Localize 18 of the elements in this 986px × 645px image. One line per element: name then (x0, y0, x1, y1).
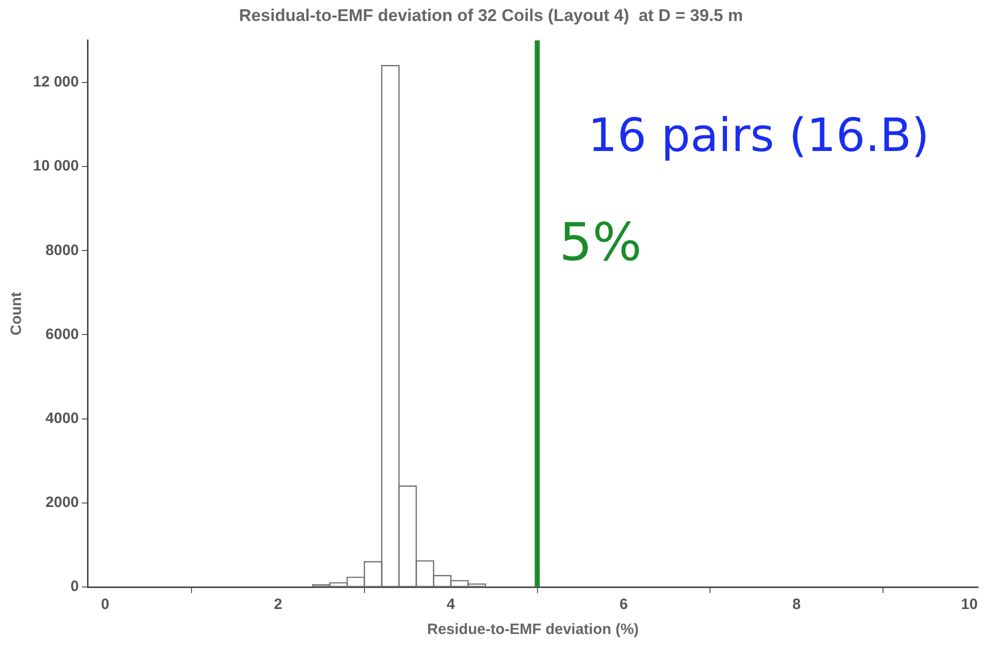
y-tick-label: 0 (70, 578, 79, 596)
y-tick-label: 10 000 (32, 158, 79, 175)
x-tick-label: 6 (620, 596, 628, 614)
x-tick-label: 0 (100, 596, 110, 614)
chart-title: Residual-to-EMF deviation of 32 Coils (Layout 4) at D = 39.5 m (239, 6, 743, 25)
y-tick-label: 12 000 (32, 74, 79, 91)
ref-line-label: 5% (559, 212, 642, 273)
x-tick-label: 10 (961, 596, 978, 614)
annotation: 16 pairs (16.B) (588, 108, 930, 162)
x-tick-label: 4 (446, 596, 456, 614)
y-tick-label: 8000 (46, 242, 79, 259)
y-tick-label: 2000 (46, 494, 79, 512)
x-tick-label: 8 (792, 596, 801, 614)
y-tick-label: 4000 (46, 410, 79, 427)
y-axis-title: Count (8, 292, 26, 336)
x-axis-title: Residue-to-EMF deviation (%) (427, 621, 639, 638)
y-tick-label: 6000 (46, 326, 79, 343)
x-tick-label: 2 (274, 596, 282, 614)
